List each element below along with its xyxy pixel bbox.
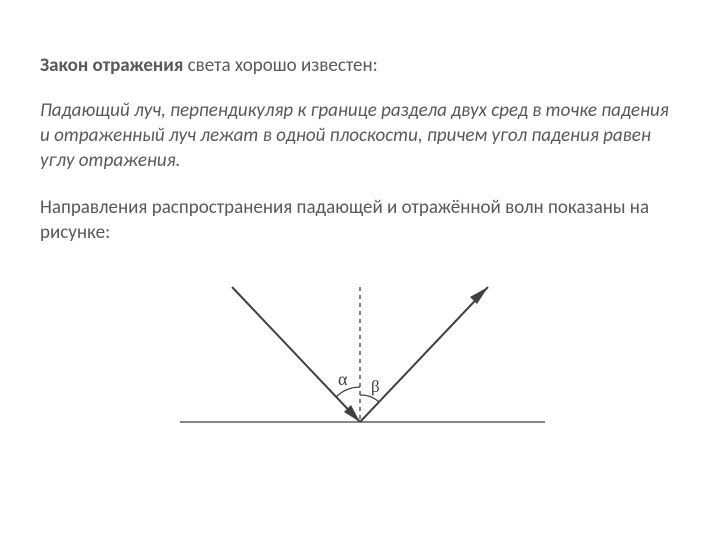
incident-ray bbox=[232, 287, 360, 422]
angle-arc-beta bbox=[360, 395, 379, 402]
reflected-arrowhead bbox=[470, 287, 488, 304]
title-rest: света хорошо известен: bbox=[183, 54, 377, 77]
law-text: Падающий луч, перпендикуляр к границе ра… bbox=[40, 98, 680, 173]
title-bold: Закон отражения bbox=[40, 54, 183, 77]
title-line: Закон отражения света хорошо известен: bbox=[40, 53, 680, 79]
angle-label-beta: β bbox=[371, 377, 380, 396]
angle-label-alpha: α bbox=[338, 369, 348, 389]
reflection-figure: α β bbox=[40, 257, 680, 452]
figure-caption: Направления распространения падающей и о… bbox=[40, 195, 680, 245]
